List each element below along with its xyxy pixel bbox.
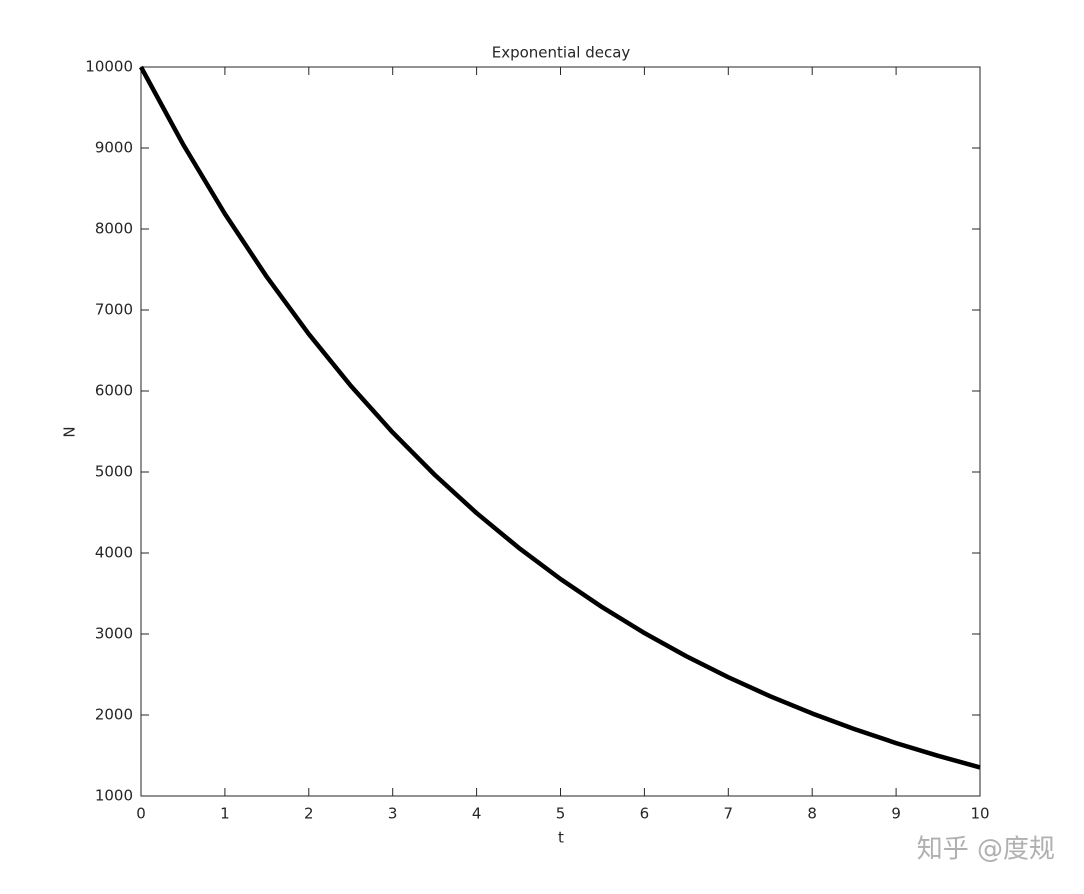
y-tick-label: 8000	[95, 220, 133, 238]
x-tick-label: 1	[220, 805, 230, 823]
x-axis-label: t	[558, 829, 564, 847]
x-tick-label: 5	[556, 805, 566, 823]
x-tick-label: 2	[304, 805, 314, 823]
y-tick-label: 3000	[95, 625, 133, 643]
y-tick-label: 1000	[95, 787, 133, 805]
y-tick-label: 4000	[95, 544, 133, 562]
y-tick-label: 2000	[95, 706, 133, 724]
y-tick-label: 6000	[95, 382, 133, 400]
y-axis-label: N	[61, 426, 79, 437]
x-tick-label: 10	[970, 805, 989, 823]
y-tick-label: 7000	[95, 301, 133, 319]
y-tick-label: 5000	[95, 463, 133, 481]
x-tick-label: 9	[891, 805, 901, 823]
y-tick-label: 9000	[95, 139, 133, 157]
y-tick-label: 10000	[85, 58, 133, 76]
x-tick-label: 4	[472, 805, 482, 823]
x-tick-label: 3	[388, 805, 398, 823]
chart-title: Exponential decay	[492, 44, 631, 62]
x-tick-label: 8	[807, 805, 817, 823]
data-line	[139, 65, 981, 770]
x-tick-label: 6	[640, 805, 650, 823]
watermark: 知乎 @度规	[917, 835, 1055, 865]
x-tick-label: 0	[136, 805, 146, 823]
x-tick-label: 7	[724, 805, 734, 823]
